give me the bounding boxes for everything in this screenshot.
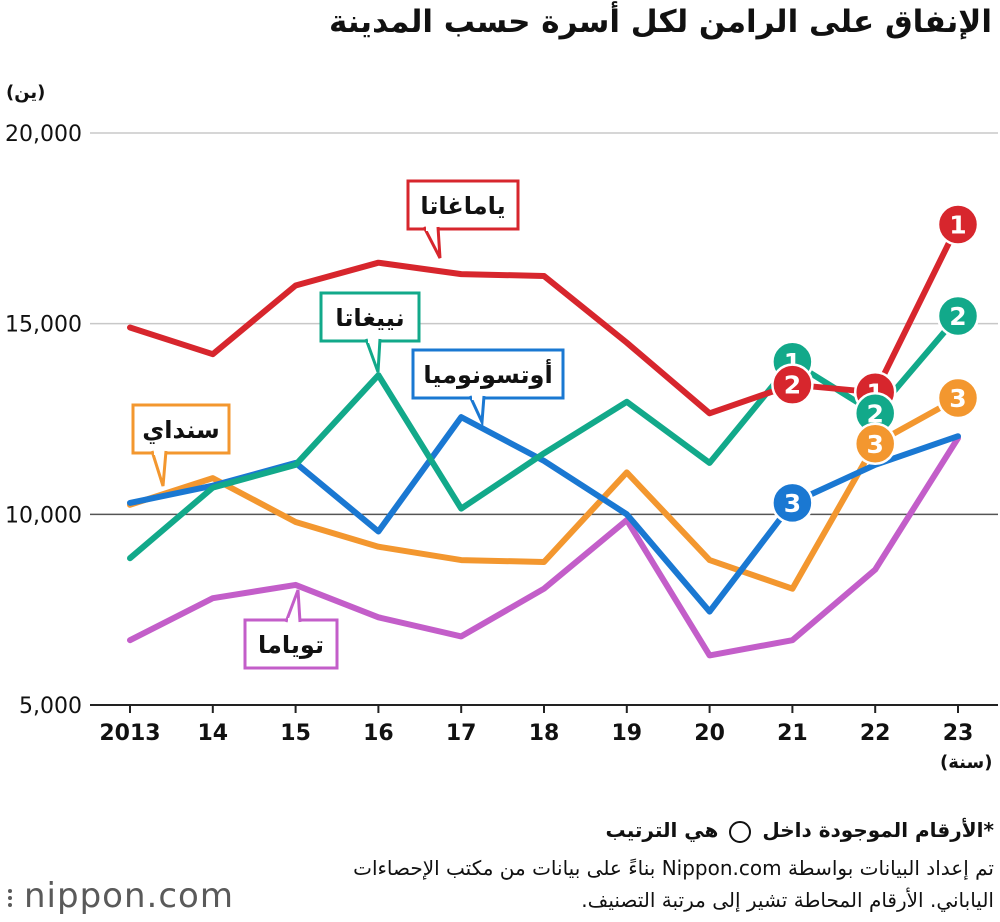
- rank-badge: 1: [936, 203, 980, 246]
- rank-badge: 2: [936, 294, 980, 338]
- x-axis-unit: (سنة): [940, 752, 993, 773]
- y-axis-unit: (ين): [6, 82, 46, 103]
- x-tick-label: 15: [280, 721, 311, 746]
- series-label-pointer: [150, 450, 168, 487]
- rank-badge-circle: [936, 203, 980, 246]
- x-tick-label: 14: [197, 721, 228, 746]
- series-label-4: توياما: [243, 589, 339, 670]
- rank-badge-number: 2: [949, 302, 966, 331]
- x-tick-label: 2013: [99, 721, 160, 746]
- series-label-box: [243, 618, 339, 670]
- rank-badge-circle: [771, 481, 814, 525]
- logo-dots-icon: [8, 886, 24, 910]
- rank-badge: 3: [936, 376, 980, 420]
- series-label-text: سنداي: [142, 416, 219, 444]
- y-tick-label: 10,000: [5, 503, 82, 528]
- series-label-text: توياما: [258, 631, 324, 659]
- series-label-text: ياماغاتا: [420, 192, 505, 220]
- series-label-box: [319, 291, 421, 343]
- nippon-logo: nippon.com: [8, 876, 234, 916]
- x-tick-label: 22: [860, 721, 891, 746]
- rank-badge-circle: [771, 363, 814, 406]
- rank-badge-number: 2: [784, 371, 801, 400]
- series-label-2: أوتسونوميا: [411, 348, 565, 428]
- series-label-3: سنداي: [131, 403, 231, 487]
- rank-note-before: *الأرقام الموجودة داخل: [762, 818, 994, 842]
- series-labels: ياماغاتا نييغاتا أوتسونوميا سنداي توياما: [131, 179, 565, 670]
- series-label-0: ياماغاتا: [406, 179, 520, 259]
- x-tick-label: 23: [943, 721, 974, 746]
- series-line-4: [127, 435, 961, 659]
- y-tick-label: 15,000: [5, 313, 82, 338]
- x-tick-label: 16: [363, 721, 394, 746]
- rank-badge-circle: [936, 294, 980, 338]
- series-label-text: أوتسونوميا: [423, 359, 552, 389]
- series-line-1: [127, 313, 961, 562]
- rank-badge-circle: [936, 376, 980, 420]
- rank-badge: 3: [853, 422, 897, 466]
- rank-badge-number: 3: [949, 384, 966, 413]
- circle-icon: [729, 820, 752, 843]
- rank-badge-number: 2: [866, 399, 883, 428]
- series-label-box: [131, 403, 231, 455]
- rank-note: *الأرقام الموجودة داخل هي الترتيب: [606, 818, 994, 843]
- y-tick-label: 5,000: [19, 694, 82, 719]
- series-label-1: نييغاتا: [319, 291, 421, 373]
- series-label-box: [406, 179, 520, 231]
- x-tick-label: 20: [694, 721, 725, 746]
- series-label-pointer: [468, 395, 486, 428]
- series-label-box: [411, 348, 565, 400]
- series-label-pointer: [422, 226, 442, 259]
- rank-note-after: هي الترتيب: [605, 818, 719, 842]
- x-tick-label: 18: [529, 721, 560, 746]
- series-label-pointer: [284, 589, 302, 623]
- rank-badge-circle: [853, 422, 897, 466]
- rank-badge: 2: [771, 363, 814, 406]
- series-line-0: [127, 221, 961, 417]
- y-tick-label: 20,000: [5, 122, 82, 147]
- series-line-3: [127, 395, 961, 592]
- rank-badges: 123123123: [771, 203, 980, 525]
- series-label-pointer: [364, 338, 382, 373]
- series-lines: [127, 221, 961, 659]
- series-label-text: نييغاتا: [335, 304, 404, 332]
- rank-badge-number: 3: [784, 489, 801, 518]
- rank-badge: 3: [771, 481, 814, 525]
- x-tick-label: 19: [611, 721, 642, 746]
- x-tick-label: 17: [446, 721, 477, 746]
- chart-title: الإنفاق على الرامن لكل أسرة حسب المدينة: [328, 4, 992, 40]
- rank-badge-number: 1: [949, 211, 966, 240]
- logo-text: nippon.com: [24, 876, 234, 916]
- rank-badge-number: 3: [866, 430, 883, 459]
- x-tick-label: 21: [777, 721, 808, 746]
- source-note: تم إعداد البيانات بواسطة Nippon.com بناء…: [353, 856, 994, 912]
